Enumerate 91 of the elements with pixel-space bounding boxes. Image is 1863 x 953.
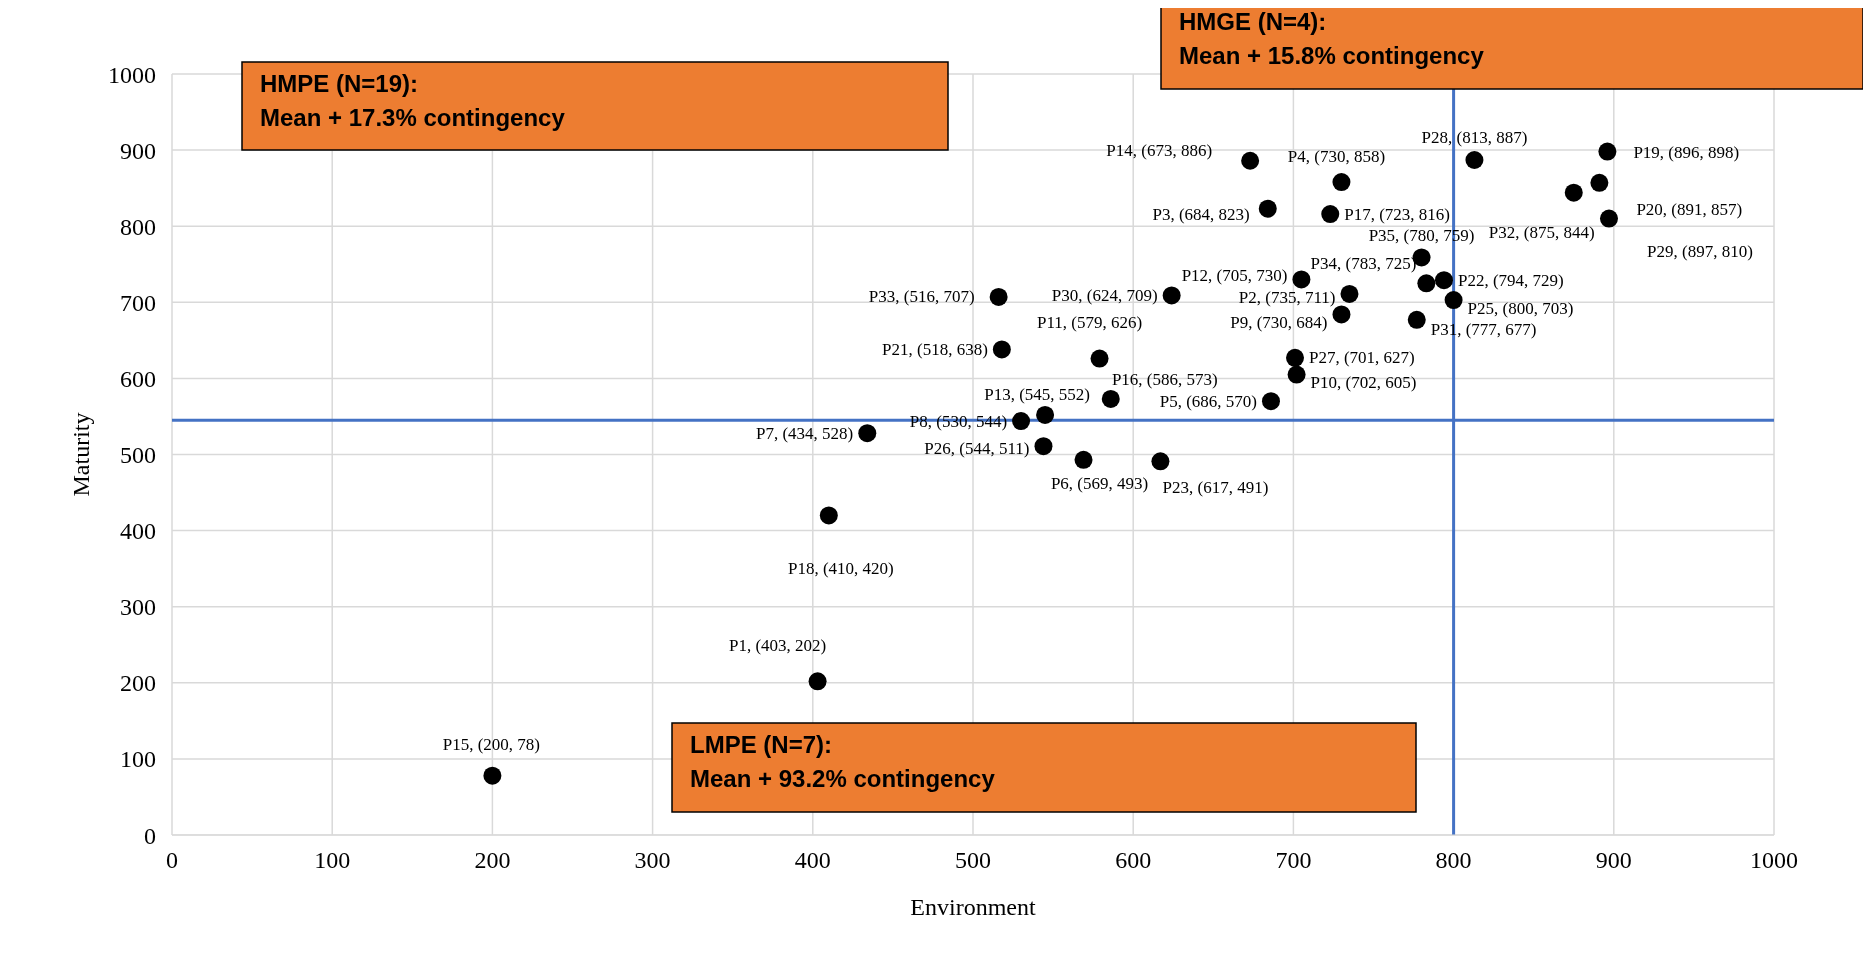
x-tick-label: 0	[166, 847, 178, 874]
data-label: P16, (586, 573)	[1111, 370, 1218, 390]
data-label: P33, (516, 707)	[868, 287, 975, 307]
data-label: P5, (686, 570)	[1159, 391, 1257, 411]
point	[1036, 405, 1055, 424]
point	[858, 424, 877, 443]
data-label: P15, (200, 78)	[442, 735, 541, 755]
data-label: P20, (891, 857)	[1636, 200, 1743, 220]
point	[1287, 365, 1306, 384]
data-label: P32, (875, 844)	[1488, 223, 1595, 243]
point	[1598, 142, 1617, 161]
annotation: LMPE (N=7): Mean + 93.2% contingency	[690, 731, 996, 792]
point	[1090, 349, 1109, 368]
data-label: P4, (730, 858)	[1287, 146, 1386, 166]
data-label: P34, (783, 725)	[1310, 253, 1417, 273]
point	[808, 672, 827, 691]
y-axis-title: Maturity	[67, 412, 94, 497]
x-tick-label: 500	[955, 847, 991, 874]
x-tick-label: 800	[1435, 847, 1472, 874]
point	[1034, 437, 1053, 456]
data-label: P9, (730, 684)	[1230, 312, 1328, 332]
x-tick-label: 300	[634, 847, 671, 874]
point	[483, 766, 502, 785]
data-label: P14, (673, 886)	[1106, 141, 1213, 161]
y-tick-label: 900	[120, 137, 156, 164]
point	[1407, 310, 1426, 329]
data-label: P28, (813, 887)	[1421, 128, 1528, 148]
x-tick-label: 900	[1595, 847, 1632, 874]
data-label: P2, (735, 711)	[1238, 288, 1336, 308]
point	[1340, 284, 1359, 303]
point	[1590, 173, 1609, 192]
point	[819, 506, 838, 525]
point	[1292, 270, 1311, 289]
data-label: P12, (705, 730)	[1181, 265, 1288, 285]
data-label: P27, (701, 627)	[1309, 348, 1415, 368]
data-label: P26, (544, 511)	[924, 438, 1030, 458]
y-tick-label: 0	[144, 822, 156, 849]
point	[1332, 305, 1351, 324]
y-tick-label: 1000	[108, 61, 156, 88]
data-label: P10, (702, 605)	[1310, 373, 1417, 393]
point	[989, 287, 1008, 306]
data-label: P18, (410, 420)	[787, 558, 894, 578]
point	[1012, 412, 1031, 431]
data-label: P17, (723, 816)	[1344, 204, 1451, 224]
y-tick-label: 400	[120, 518, 156, 545]
point	[1074, 450, 1093, 469]
y-tick-label: 100	[120, 746, 156, 773]
data-label: P11, (579, 626)	[1036, 313, 1143, 333]
data-label: P25, (800, 703)	[1467, 298, 1574, 318]
data-label: P23, (617, 491)	[1162, 477, 1269, 497]
data-label: P13, (545, 552)	[984, 385, 1090, 405]
point	[1162, 286, 1181, 305]
x-tick-label: 1000	[1750, 847, 1798, 874]
point	[1465, 150, 1484, 169]
data-label: P30, (624, 709)	[1051, 285, 1158, 305]
y-tick-label: 700	[120, 289, 156, 316]
point	[1434, 271, 1453, 290]
data-label: P1, (403, 202)	[728, 635, 827, 655]
data-label: P29, (897, 810)	[1647, 242, 1753, 262]
point	[1258, 199, 1277, 218]
data-label: P3, (684, 823)	[1152, 205, 1250, 225]
point	[1332, 173, 1351, 192]
data-label: P22, (794, 729)	[1457, 270, 1564, 290]
point	[1444, 291, 1463, 310]
y-tick-label: 600	[120, 365, 156, 392]
y-tick-label: 200	[120, 670, 156, 697]
point	[1151, 452, 1170, 471]
point	[1564, 183, 1583, 202]
x-tick-label: 700	[1275, 847, 1312, 874]
text: HMGE (N=4): Mean + 15.8% contingency	[1179, 8, 1485, 69]
x-tick-label: 200	[474, 847, 511, 874]
data-label: P7, (434, 528)	[755, 423, 854, 443]
point	[1241, 151, 1260, 170]
point	[1286, 348, 1304, 367]
x-tick-label: 100	[314, 847, 351, 874]
x-axis-title: Environment	[910, 894, 1036, 920]
y-tick-label: 800	[120, 213, 156, 240]
point	[1417, 274, 1436, 293]
data-label: P19, (896, 898)	[1633, 143, 1740, 163]
annotation: HMPE (N=19): Mean + 17.3% contingency	[260, 70, 566, 131]
x-tick-label: 600	[1115, 847, 1152, 874]
y-tick-label: 300	[120, 594, 156, 621]
point	[1599, 209, 1618, 228]
x-tick-label: 400	[794, 847, 831, 874]
data-label: P21, (518, 638)	[882, 339, 988, 359]
data-label: P6, (569, 493)	[1050, 474, 1149, 494]
point	[1101, 389, 1120, 408]
point	[1261, 392, 1280, 411]
point	[992, 340, 1011, 359]
y-tick-label: 500	[120, 442, 156, 469]
point	[1321, 205, 1340, 224]
